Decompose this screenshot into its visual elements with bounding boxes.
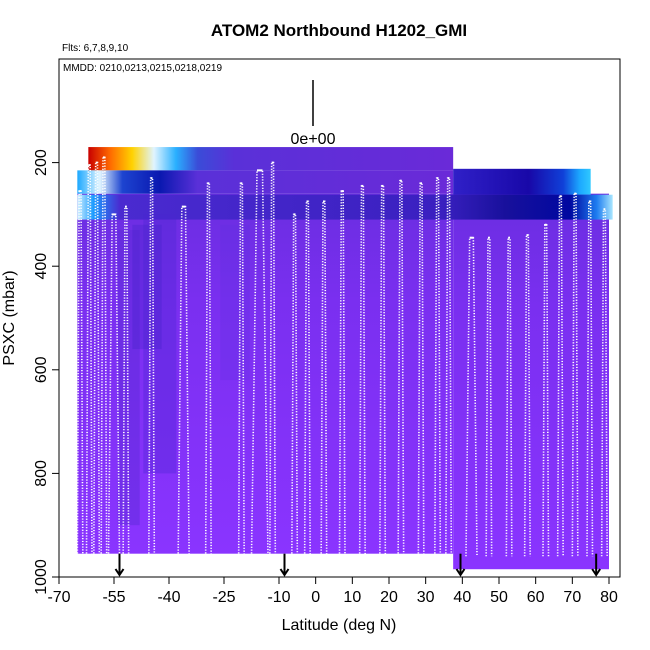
flight-boundary-arrow bbox=[114, 553, 125, 577]
x-tick-label: -70 bbox=[47, 589, 70, 606]
flight-profile bbox=[76, 190, 84, 557]
flight-profile bbox=[556, 195, 564, 557]
x-tick-label: 80 bbox=[600, 589, 618, 606]
x-tick-label: 50 bbox=[490, 589, 508, 606]
flights-note: Flts: 6,7,8,9,10 bbox=[62, 43, 129, 54]
x-tick-label: -55 bbox=[102, 589, 125, 606]
flight-profile bbox=[107, 213, 121, 557]
x-tick-label: 30 bbox=[417, 589, 435, 606]
dates-note: MMDD: 0210,0213,0215,0218,0219 bbox=[63, 63, 222, 74]
y-tick-label: 800 bbox=[33, 460, 50, 487]
y-axis: 200 400 600 800 1000 bbox=[33, 149, 59, 595]
flight-profile bbox=[338, 190, 346, 557]
shade-region bbox=[220, 224, 250, 381]
color-band bbox=[88, 147, 454, 171]
x-tick-label: -40 bbox=[157, 589, 180, 606]
shade-region bbox=[132, 224, 162, 350]
flight-profile bbox=[397, 179, 405, 557]
flight-profile bbox=[291, 213, 299, 557]
color-legend: 0e+00 bbox=[291, 80, 336, 148]
y-tick-label: 400 bbox=[33, 253, 50, 280]
y-tick-label: 600 bbox=[33, 356, 50, 383]
y-axis-label: PSXC (mbar) bbox=[1, 270, 18, 365]
x-tick-label: 70 bbox=[563, 589, 581, 606]
chart-title: ATOM2 Northbound H1202_GMI bbox=[211, 21, 467, 40]
x-tick-label: -10 bbox=[267, 589, 290, 606]
flight-boundary-arrow bbox=[455, 553, 466, 577]
color-band bbox=[453, 168, 591, 195]
x-tick-label: 40 bbox=[453, 589, 471, 606]
x-axis: -70 -55 -40 -25 -10 0 10 20 30 40 50 60 70 80 bbox=[47, 577, 618, 606]
x-tick-label: 60 bbox=[527, 589, 545, 606]
flight-profile bbox=[93, 161, 101, 557]
flight-profile bbox=[542, 223, 550, 557]
plot-area bbox=[76, 147, 613, 570]
flight-profile bbox=[358, 185, 366, 557]
x-tick-label: 20 bbox=[380, 589, 398, 606]
plot-frame bbox=[58, 58, 621, 578]
color-band bbox=[453, 193, 609, 570]
flight-profile bbox=[379, 185, 387, 557]
color-band bbox=[77, 194, 613, 220]
flight-profile bbox=[269, 161, 277, 557]
flight-profile bbox=[100, 156, 108, 557]
y-tick-label: 200 bbox=[33, 149, 50, 176]
flight-boundary-arrow bbox=[279, 553, 290, 577]
legend-label: 0e+00 bbox=[291, 131, 336, 148]
flight-boundary-arrow bbox=[591, 553, 601, 577]
x-tick-label: 10 bbox=[343, 589, 361, 606]
x-tick-label: -25 bbox=[212, 589, 235, 606]
color-band bbox=[77, 170, 454, 194]
shade-region bbox=[117, 229, 140, 526]
x-tick-label: 0 bbox=[311, 589, 320, 606]
y-tick-label: 1000 bbox=[33, 559, 50, 595]
x-axis-label: Latitude (deg N) bbox=[282, 617, 397, 634]
